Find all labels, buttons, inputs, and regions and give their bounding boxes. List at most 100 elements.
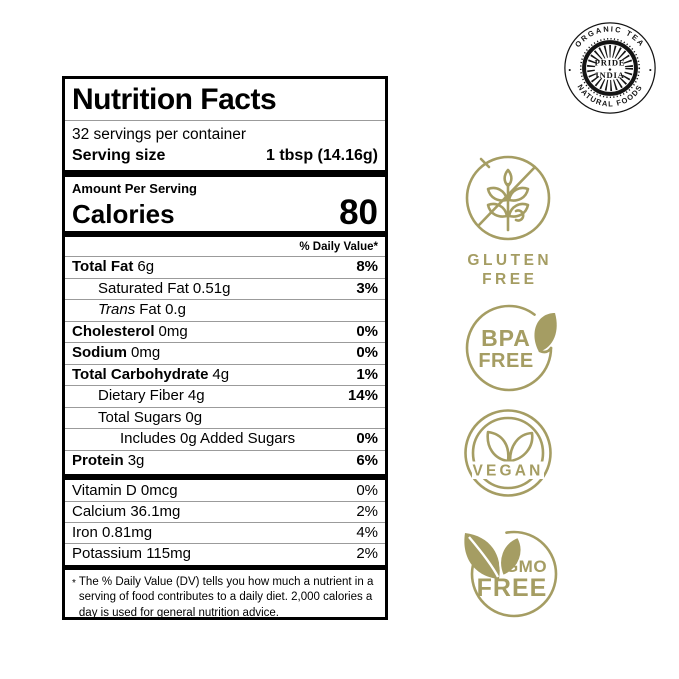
nutrient-dv: 0% (356, 322, 378, 340)
thick-divider (65, 565, 385, 570)
vegan-icon: VEGAN (464, 409, 552, 497)
bpa-free-icon: BPA FREE (465, 304, 557, 392)
nutrient-name: Sodium (72, 344, 127, 361)
serving-size-value: 1 tbsp (14.16g) (265, 147, 378, 164)
leaf-stem (538, 346, 553, 354)
badge-outer-circle (464, 409, 552, 497)
divider (65, 428, 385, 429)
nutrient-amount: 0.51g (192, 279, 231, 297)
gluten-free-label-line1: GLUTEN (467, 252, 553, 269)
nutrient-row-added-sugars: Includes 0g Added Sugars 0% (72, 429, 378, 450)
amount-per-serving: Amount Per Serving (72, 181, 197, 196)
vitamin-row-potassium: Potassium 115mg 2% (72, 544, 378, 564)
nutrient-amount: 4g (187, 387, 205, 404)
daily-value-footnote: * The % Daily Value (DV) tells you how m… (72, 573, 378, 622)
vitamin-dv: 2% (356, 503, 378, 520)
vegan-badge: VEGAN (460, 405, 556, 501)
nutrient-name: Total Fat (72, 258, 134, 275)
thick-divider (65, 170, 385, 177)
daily-value-header: % Daily Value* (299, 241, 378, 253)
nutrition-facts-title: Nutrition Facts (72, 83, 277, 116)
bpa-free-label-line2: FREE (478, 350, 533, 372)
nutrient-row-protein: Protein 3g 6% (72, 451, 378, 472)
nutrient-amount: 3g (127, 451, 145, 469)
nutrient-dv: 3% (356, 279, 378, 297)
gmo-free-label-line1: GMO (505, 557, 547, 576)
badge-circle (470, 530, 558, 618)
nutrient-name: Dietary Fiber (98, 387, 184, 404)
divider (65, 543, 385, 544)
gmo-free-badge: GMO FREE (452, 520, 570, 622)
text-band (472, 461, 544, 479)
logo-dot-left: • (568, 65, 571, 74)
vitamin-name: Calcium 36.1mg (72, 503, 181, 520)
divider (65, 277, 385, 279)
vitamin-dv: 4% (356, 524, 378, 541)
nutrient-dv: 0% (356, 430, 378, 447)
nutrient-name: Saturated Fat (98, 279, 189, 297)
gluten-free-icon (465, 155, 551, 241)
serving-size-label: Serving size (72, 147, 166, 164)
calories-label: Calories (72, 199, 175, 229)
nutrient-name: Total Carbohydrate (72, 365, 209, 383)
divider (65, 501, 385, 502)
thick-divider (65, 231, 385, 237)
nutrient-dv: 0% (356, 344, 378, 361)
nutrient-amount: 6g (137, 258, 155, 275)
logo-brand-line1: PRIDE (595, 58, 626, 68)
nutrient-name: Trans (98, 301, 136, 318)
nutrient-amount: Fat 0.g (139, 301, 186, 318)
leaves-icon (486, 430, 534, 463)
nutrient-row-trans-fat: Trans Fat 0.g (72, 300, 378, 321)
thick-divider (65, 474, 385, 480)
brand-logo: ORGANIC TEA NATURAL FOODS • • PRIDE ◆ IN… (562, 20, 658, 121)
serving-size-row: Serving size 1 tbsp (14.16g) (72, 145, 378, 167)
logo-dot-right: • (649, 65, 652, 74)
footnote-text: The % Daily Value (DV) tells you how muc… (78, 575, 374, 619)
nutrient-amount: 0mg (131, 344, 161, 361)
badge-circle (465, 155, 551, 241)
bpa-free-badge: BPA FREE (461, 300, 565, 396)
nutrient-row-cholesterol: Cholesterol 0mg 0% (72, 322, 378, 343)
divider (65, 120, 385, 121)
vitamin-name: Iron 0.81mg (72, 524, 153, 541)
nutrient-row-total-sugars: Total Sugars 0g (72, 408, 378, 429)
logo-zigzag-ring (579, 37, 641, 99)
divider (65, 363, 385, 365)
divider (65, 522, 385, 523)
vitamin-row-calcium: Calcium 36.1mg 2% (72, 502, 378, 522)
nutrient-dv: 14% (347, 387, 378, 404)
nutrient-amount: 0mg (158, 322, 188, 340)
divider (65, 256, 385, 257)
leaf-icon (534, 313, 557, 352)
nutrient-dv: 1% (356, 365, 378, 383)
calories-row: Calories 80 (72, 195, 378, 230)
leaf-small-icon (499, 535, 523, 578)
vitamin-name: Vitamin D 0mcg (72, 482, 178, 499)
nutrient-dv: 6% (356, 451, 378, 469)
nutrient-amount: 4g (212, 365, 230, 383)
vegan-label: VEGAN (472, 463, 543, 480)
vitamin-row-vitamin-d: Vitamin D 0mcg 0% (72, 481, 378, 501)
servings-per-container: 32 servings per container (72, 126, 247, 143)
leaf-vein (468, 536, 500, 578)
slash-tick-icon (479, 157, 491, 169)
pride-of-india-logo-icon: ORGANIC TEA NATURAL FOODS • • PRIDE ◆ IN… (564, 22, 656, 114)
nutrient-name: Includes 0g Added Sugars (120, 430, 296, 447)
divider (65, 406, 385, 408)
bpa-free-label-line1: BPA (481, 325, 531, 351)
gmo-free-icon: GMO FREE (464, 530, 558, 618)
gluten-free-badge: GLUTEN FREE (460, 150, 556, 289)
logo-outer-ring (564, 22, 656, 114)
nutrient-row-sodium: Sodium 0mg 0% (72, 343, 378, 364)
logo-chakra-spokes-icon (586, 44, 634, 92)
divider (65, 385, 385, 386)
vitamin-dv: 2% (356, 545, 378, 562)
vitamin-dv: 0% (356, 482, 378, 499)
nutrient-row-total-carbohydrate: Total Carbohydrate 4g 1% (72, 365, 378, 386)
divider (65, 320, 385, 322)
logo-center-disc (594, 57, 626, 80)
nutrient-name: Cholesterol (72, 322, 155, 340)
nutrition-facts-label: Nutrition Facts 32 servings per containe… (62, 76, 388, 620)
